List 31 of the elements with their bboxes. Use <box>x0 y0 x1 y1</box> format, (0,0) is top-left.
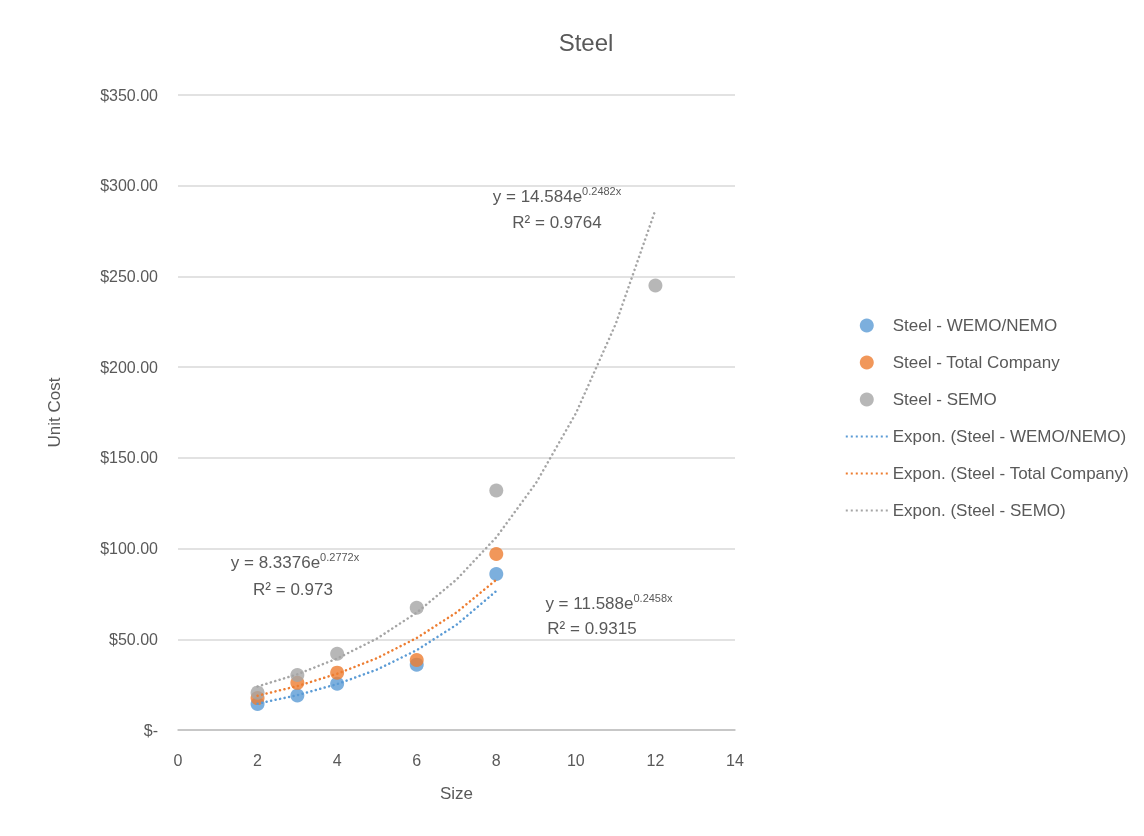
legend-label: Expon. (Steel - WEMO/NEMO) <box>892 427 1127 446</box>
legend-label: Steel - WEMO/NEMO <box>892 316 1058 335</box>
annotation: R² = 0.973 <box>253 580 333 600</box>
y-tick-label: $- <box>143 721 158 739</box>
y-tick-label: $150.00 <box>100 449 159 467</box>
legend-label: Expon. (Steel - SEMO) <box>892 501 1066 520</box>
legend-label: Steel - Total Company <box>892 353 1061 372</box>
y-tick-label: $100.00 <box>100 540 159 558</box>
x-tick-label: 6 <box>412 751 422 769</box>
y-axis-title: Unit Cost <box>45 377 64 448</box>
x-tick-label: 2 <box>253 751 263 769</box>
chart-title: Steel <box>558 28 614 56</box>
x-axis-title: Size <box>439 784 474 803</box>
legend-label: Expon. (Steel - Total Company) <box>892 464 1129 483</box>
legend-label: Steel - SEMO <box>892 390 997 409</box>
annotation: y = 14.584e$^{0.2482x}$ <box>492 185 622 207</box>
x-tick-label: 4 <box>332 751 342 769</box>
x-tick-label: 14 <box>726 751 744 769</box>
y-tick-label: $250.00 <box>100 267 159 285</box>
annotation: y = 8.3376e$^{0.2772x}$ <box>230 551 360 573</box>
y-tick-label: $300.00 <box>100 177 159 195</box>
x-tick-label: 0 <box>173 751 183 769</box>
y-tick-label: $200.00 <box>100 358 159 376</box>
x-tick-label: 10 <box>566 751 585 769</box>
y-tick-label: $50.00 <box>109 630 159 648</box>
y-tick-label: $350.00 <box>100 86 159 104</box>
x-tick-label: 12 <box>646 751 665 769</box>
annotation: R² = 0.9315 <box>547 619 637 639</box>
x-tick-label: 8 <box>491 751 501 769</box>
annotation: R² = 0.9764 <box>512 213 602 233</box>
annotation: y = 11.588e$^{0.2458x}$ <box>545 592 673 614</box>
